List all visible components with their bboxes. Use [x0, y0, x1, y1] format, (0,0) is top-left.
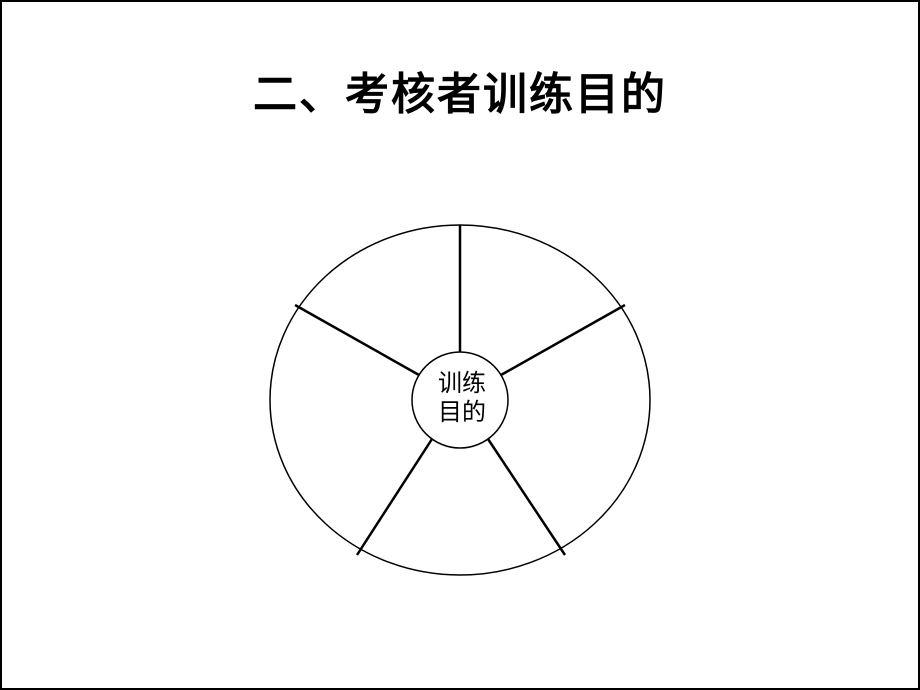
- spoke-1: [501, 305, 625, 375]
- spoke-2: [488, 439, 565, 555]
- center-label-line2: 目的: [438, 400, 486, 426]
- spoke-4: [295, 305, 419, 375]
- radial-diagram: 训练 目的: [265, 205, 655, 595]
- slide-title: 二、考核者训练目的: [0, 58, 920, 122]
- center-label-line1: 训练: [438, 371, 486, 397]
- spoke-3: [357, 439, 432, 555]
- center-label: 训练 目的: [422, 370, 502, 428]
